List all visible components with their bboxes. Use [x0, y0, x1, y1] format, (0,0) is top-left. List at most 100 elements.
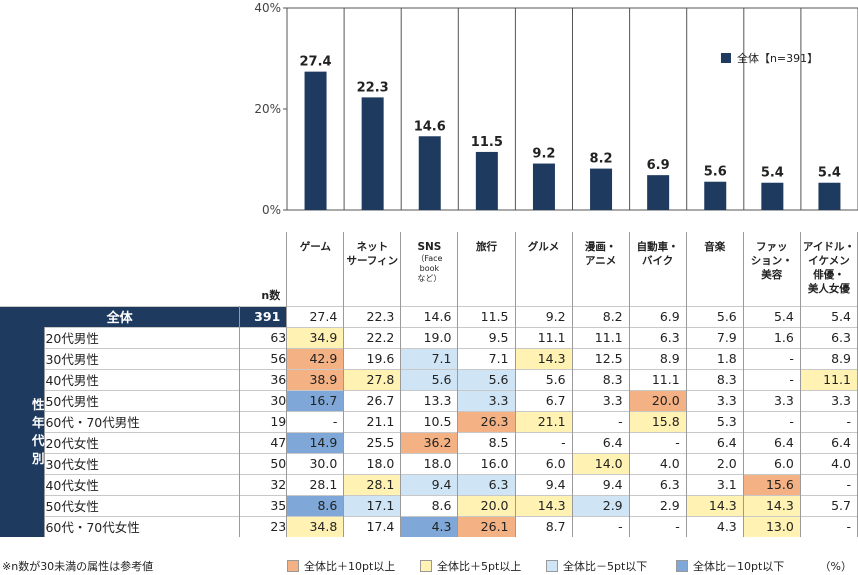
data-cell: 20.0 [457, 494, 516, 516]
y-tick-label: 40% [254, 1, 281, 15]
data-cell: 14.0 [572, 452, 630, 474]
row-label: 20代女性 [44, 431, 241, 453]
row-label: 50代男性 [44, 389, 241, 411]
data-cell: 11.1 [572, 326, 630, 348]
data-cell: 8.9 [800, 347, 858, 369]
data-cell: 18.0 [343, 452, 402, 474]
bar-value-label: 5.6 [704, 165, 727, 180]
color-legend-item: 全体比＋10pt以上 [287, 558, 395, 574]
data-cell: 4.0 [629, 452, 687, 474]
data-cell: - [800, 515, 858, 537]
data-cell: 38.9 [286, 368, 345, 390]
data-cell: 3.3 [572, 389, 630, 411]
category-header-line: 美人女優 [807, 283, 850, 295]
legend-swatch [720, 53, 731, 63]
data-cell: 2.9 [629, 494, 687, 516]
data-cell: 19.0 [400, 326, 459, 348]
data-cell: 6.0 [743, 452, 801, 474]
data-cell: 8.6 [400, 494, 459, 516]
category-header-line: アニメ [584, 255, 617, 267]
data-cell: 28.1 [343, 473, 402, 495]
category-header-line: SNS [417, 241, 442, 253]
data-cell: 8.3 [572, 368, 630, 390]
data-cell: 19.6 [343, 347, 402, 369]
bar [761, 182, 784, 210]
data-cell: 1.6 [743, 326, 801, 348]
row-label: 60代・70代女性 [44, 515, 241, 537]
data-cell: 3.3 [743, 389, 801, 411]
color-legend-swatch [420, 560, 432, 572]
data-cell: 11.1 [800, 368, 858, 390]
bar-value-label: 5.4 [761, 166, 784, 181]
total-cell: 27.4 [286, 305, 345, 327]
row-n-value: 47 [239, 431, 288, 453]
bar [532, 163, 555, 210]
category-header: ネット サーフィン [343, 232, 402, 306]
data-cell: 6.3 [457, 473, 516, 495]
bar-value-label: 27.4 [300, 55, 332, 70]
color-legend-item: 全体比＋5pt以上 [420, 558, 521, 574]
data-cell: 17.4 [343, 515, 402, 537]
category-header-line: 旅行 [475, 241, 497, 253]
row-label: 50代女性 [44, 494, 241, 516]
group-label: 性年代別 [0, 327, 46, 537]
data-cell: 30.0 [286, 452, 345, 474]
data-cell: 3.3 [686, 389, 744, 411]
color-legend-label: 全体比＋10pt以上 [304, 560, 396, 573]
footnote: ※n数が30未満の属性は参考値 [2, 560, 154, 573]
data-cell: 15.6 [743, 473, 801, 495]
category-header: 音楽 [685, 232, 744, 306]
category-header: グルメ [514, 232, 573, 306]
data-cell: 26.1 [457, 515, 516, 537]
data-cell: 5.6 [457, 368, 516, 390]
data-cell: 15.8 [629, 410, 687, 432]
color-legend-label: 全体比－5pt以下 [563, 560, 648, 573]
category-header-line: ション・ [750, 255, 793, 267]
data-cell: 6.7 [515, 389, 573, 411]
crosstab-table: n数 ゲーム ネット サーフィン SNS （Face book など） 旅行 グルメ 漫画・ アニメ自… [0, 232, 858, 537]
data-cell: - [286, 410, 345, 432]
data-cell: 26.7 [343, 389, 402, 411]
data-cell: 3.1 [686, 473, 744, 495]
data-cell: 6.4 [743, 431, 801, 453]
data-cell: 3.3 [800, 389, 858, 411]
bar [475, 151, 498, 210]
data-cell: 8.9 [629, 347, 687, 369]
data-cell: 6.3 [629, 326, 687, 348]
category-header: アイドル・ イケメン 俳優・ 美人女優 [799, 232, 858, 306]
data-cell: 8.5 [457, 431, 516, 453]
color-legend-swatch [546, 560, 558, 572]
data-cell: 2.9 [572, 494, 630, 516]
data-cell: 4.3 [400, 515, 459, 537]
data-cell: 12.5 [572, 347, 630, 369]
category-header-line: グルメ [527, 241, 560, 253]
n-header: n数 [239, 232, 288, 306]
data-cell: 9.5 [457, 326, 516, 348]
data-cell: 3.3 [457, 389, 516, 411]
row-n-value: 30 [239, 389, 288, 411]
data-cell: 5.3 [686, 410, 744, 432]
data-cell: - [743, 368, 801, 390]
data-cell: 36.2 [400, 431, 459, 453]
data-cell: 1.8 [686, 347, 744, 369]
data-cell: 7.1 [400, 347, 459, 369]
total-cell: 14.6 [400, 305, 459, 327]
data-cell: 2.0 [686, 452, 744, 474]
data-cell: - [800, 410, 858, 432]
category-header-sub: （Face [416, 254, 443, 263]
category-header-line: ゲーム [299, 241, 331, 253]
bar-value-label: 22.3 [357, 80, 389, 95]
total-n-value: 391 [239, 305, 288, 327]
data-cell: 8.6 [286, 494, 345, 516]
footer: ※n数が30未満の属性は参考値 全体比＋10pt以上 全体比＋5pt以上 全体比－5… [0, 556, 858, 574]
category-header-line: イケメン [808, 255, 850, 267]
data-cell: 5.6 [515, 368, 573, 390]
data-cell: 4.3 [686, 515, 744, 537]
row-n-value: 23 [239, 515, 288, 537]
group-label-char: 性 [31, 397, 45, 412]
group-label-char: 別 [31, 451, 45, 466]
data-cell: 26.3 [457, 410, 516, 432]
category-header-line: 音楽 [704, 241, 726, 253]
bar [590, 168, 613, 210]
data-cell: 6.3 [800, 326, 858, 348]
